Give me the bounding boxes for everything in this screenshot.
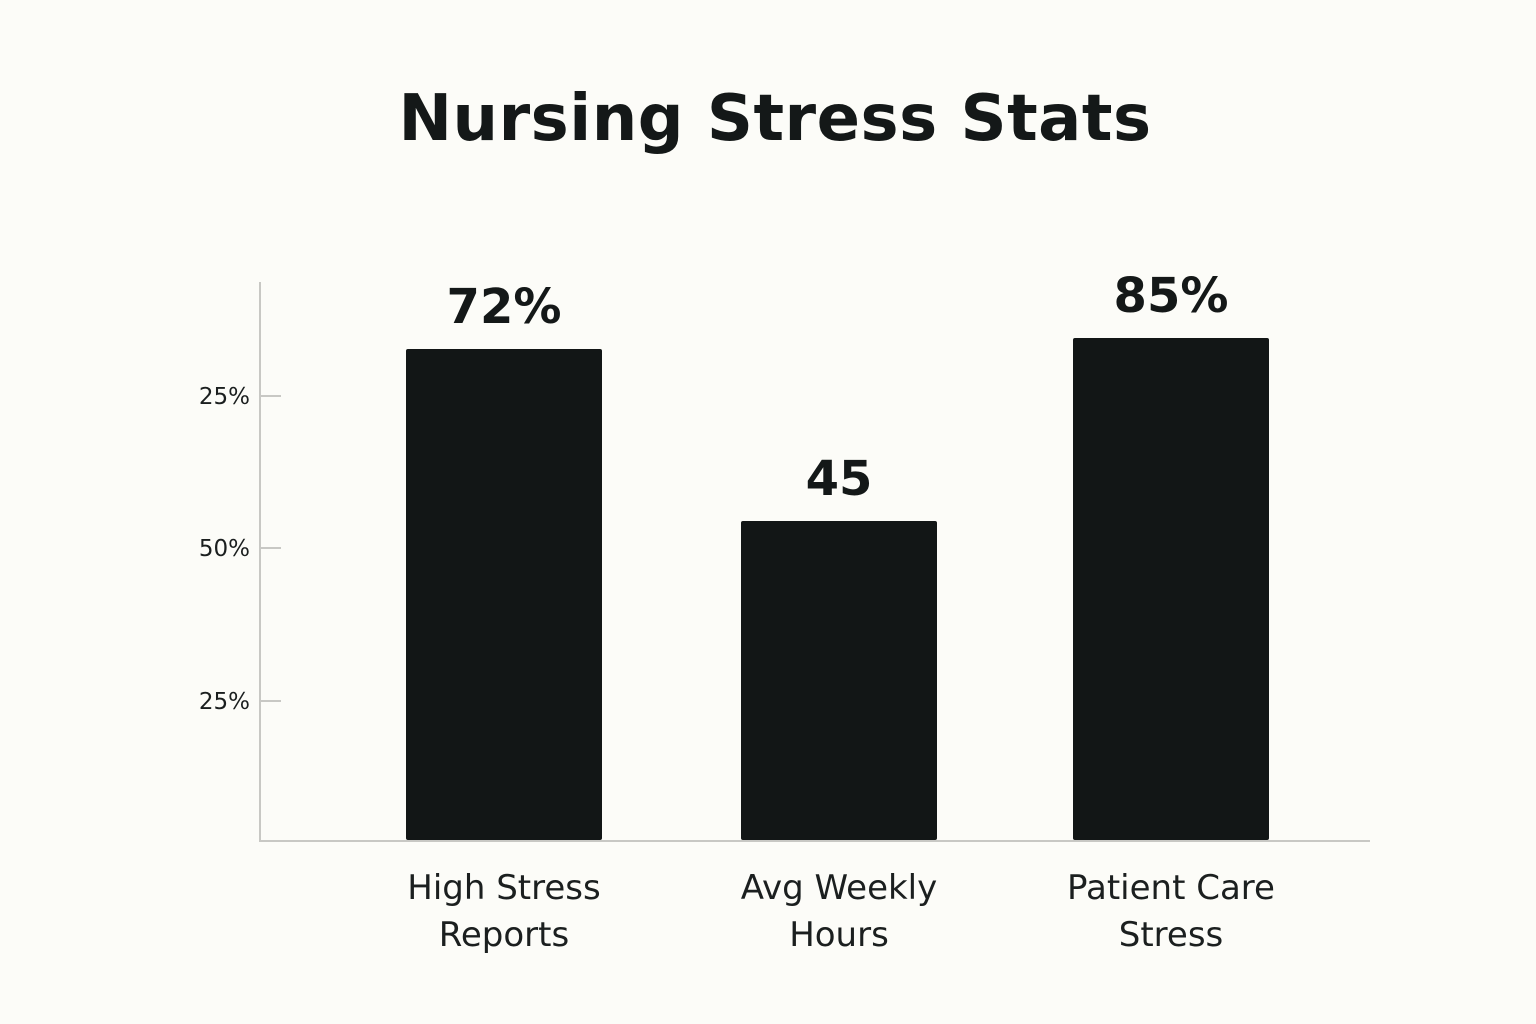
category-label: Stress	[1119, 915, 1224, 955]
category-label: Patient Care	[1067, 868, 1275, 908]
bar	[1073, 338, 1269, 840]
data-label: 85%	[1114, 268, 1229, 324]
category-label: Avg Weekly	[741, 868, 938, 908]
category-labels: High Stress Reports Avg Weekly Hours Patient…	[407, 868, 1275, 955]
category-label: Hours	[789, 915, 889, 955]
data-label: 72%	[447, 279, 562, 335]
data-labels: 72% 45 85%	[447, 268, 1229, 507]
category-label: High Stress	[407, 868, 600, 908]
y-tick-label: 25%	[199, 689, 250, 715]
bar	[406, 349, 602, 840]
chart-title: Nursing Stress Stats	[398, 82, 1152, 156]
y-tick-label: 50%	[199, 536, 250, 562]
category-label: Reports	[439, 915, 569, 955]
y-tick-label: 25%	[199, 384, 250, 410]
bars	[406, 338, 1269, 840]
y-ticks: 25% 50% 25%	[199, 384, 281, 715]
data-label: 45	[806, 451, 873, 507]
bar	[741, 521, 937, 840]
